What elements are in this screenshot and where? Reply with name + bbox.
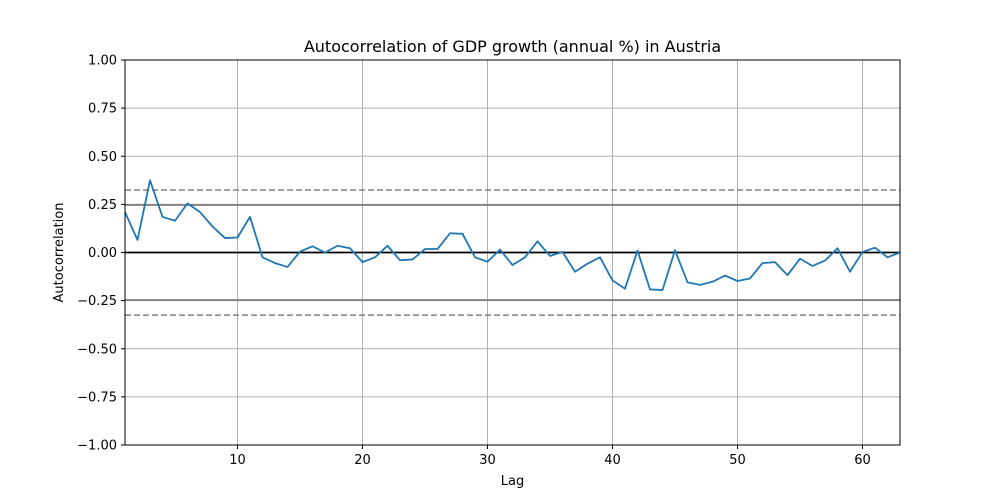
y-tick-label: 0.25 [88, 198, 117, 213]
chart-title: Autocorrelation of GDP growth (annual %)… [304, 37, 721, 56]
x-tick-label: 40 [604, 453, 621, 468]
x-tick-label: 30 [479, 453, 496, 468]
series-layer [124, 179, 901, 291]
x-axis-label: Lag [501, 474, 524, 489]
x-axis-ticks: 10 20 30 40 50 60 [229, 445, 871, 468]
x-tick-label: 20 [354, 453, 371, 468]
autocorrelation-series-line [124, 179, 901, 291]
x-tick-label: 10 [229, 453, 246, 468]
y-axis-ticks: −1.00 −0.75 −0.50 −0.25 0.00 0.25 0.50 0.75 1.00 [77, 54, 125, 454]
y-tick-label: −1.00 [77, 439, 117, 454]
y-tick-label: 0.50 [88, 150, 117, 165]
y-tick-label: −0.25 [77, 294, 117, 309]
y-axis-label: Autocorrelation [52, 203, 67, 303]
x-tick-label: 50 [729, 453, 746, 468]
y-tick-label: −0.50 [77, 342, 117, 357]
y-tick-label: 1.00 [88, 54, 117, 69]
reference-lines [125, 189, 900, 316]
y-tick-label: 0.00 [88, 246, 117, 261]
x-tick-label: 60 [854, 453, 871, 468]
y-tick-label: −0.75 [77, 390, 117, 405]
y-tick-label: 0.75 [88, 102, 117, 117]
